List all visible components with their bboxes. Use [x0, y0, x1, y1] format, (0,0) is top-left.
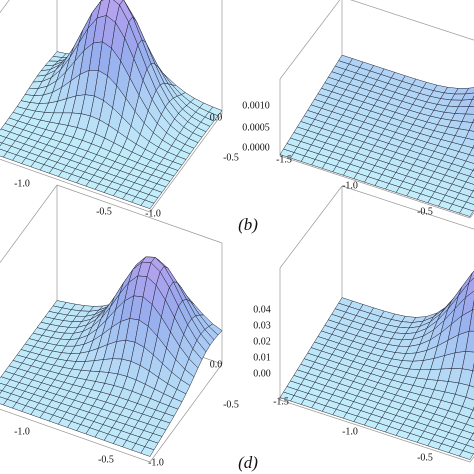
- tick-label: 0.0: [210, 359, 223, 370]
- tick-label: -1.0: [14, 178, 30, 189]
- box-edge: [0, 158, 151, 213]
- tick-label: -1.0: [148, 457, 164, 468]
- box-edge: [279, 185, 343, 269]
- tick-label: -1.5: [276, 154, 292, 165]
- box-edge: [0, 408, 151, 463]
- tick-label: 0.03: [253, 320, 271, 331]
- box-edge: [0, 0, 10, 14]
- tick-label: 0.0000: [242, 142, 270, 153]
- tick-label: 0.04: [253, 304, 271, 315]
- tick-label: -1.5: [273, 396, 289, 407]
- box-edge: [149, 363, 223, 463]
- tick-label: -1.0: [342, 426, 358, 437]
- box-edge: [56, 184, 223, 244]
- tick-label: 0.02: [253, 336, 271, 347]
- tick-label: -0.5: [417, 206, 433, 217]
- box-edge: [149, 113, 223, 213]
- tick-label: 0.01: [253, 352, 271, 363]
- surface-panel: [0, 0, 223, 213]
- surface-cell: [459, 207, 474, 217]
- tick-label: -0.5: [96, 206, 112, 217]
- surface-cell: [459, 450, 474, 460]
- tick-label: -1.0: [145, 208, 161, 219]
- box-edge: [350, 0, 474, 41]
- tick-label: -1.0: [342, 180, 358, 191]
- surface-panel: [279, 0, 474, 219]
- box-edge: [0, 184, 58, 264]
- tick-label: -0.5: [223, 152, 239, 163]
- tick-label: 0.0010: [242, 100, 270, 111]
- tick-label: 0.0005: [242, 122, 270, 133]
- tick-label: -0.5: [98, 454, 114, 465]
- tick-label: -1.0: [14, 426, 30, 437]
- tick-label: 0.0: [210, 112, 223, 123]
- tick-label: 0.00: [253, 368, 271, 379]
- surface-panel: [0, 184, 223, 463]
- surface-panel: [279, 185, 474, 463]
- caption: (b): [238, 215, 258, 234]
- box-edge: [279, 155, 471, 219]
- caption: (d): [238, 453, 258, 472]
- box-edge: [341, 185, 474, 230]
- box-edge: [279, 0, 341, 80]
- surface-cell: [140, 199, 155, 209]
- tick-label: -0.5: [417, 452, 433, 463]
- tick-label: -0.5: [223, 399, 239, 410]
- surface-cell: [140, 446, 155, 457]
- box-edge: [279, 399, 471, 463]
